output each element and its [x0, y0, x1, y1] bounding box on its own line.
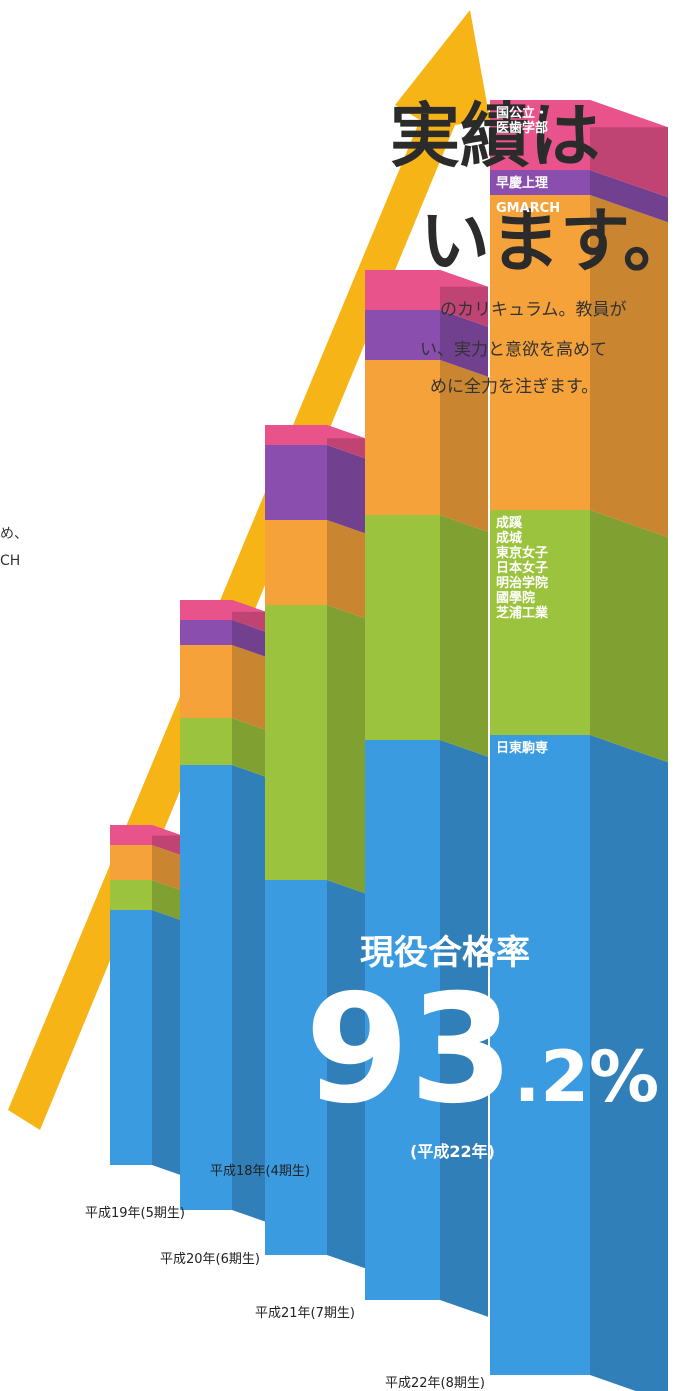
- highlight-label: 現役合格率: [360, 933, 530, 973]
- bar-segment: [265, 605, 327, 880]
- bar-segment: [365, 310, 440, 360]
- bar-segment-side: [440, 360, 488, 532]
- highlight-part: 93: [305, 963, 514, 1137]
- series-label: 国公立・ 医歯学部: [496, 106, 549, 136]
- bar-segment: [265, 880, 327, 1255]
- bar-segment-side: [232, 718, 266, 777]
- bar-segment-side: [152, 845, 182, 891]
- highlight-part: .2%: [513, 1036, 660, 1118]
- bar-segment-side: [232, 765, 266, 1222]
- bar-segment-side: [327, 445, 365, 534]
- bar-segment-side: [590, 170, 668, 223]
- highlight-value: 93.2%: [305, 975, 659, 1152]
- bar-segment: [180, 645, 232, 718]
- x-tick-label: 平成21年(7期生): [255, 1306, 355, 1321]
- bar-segment: [180, 620, 232, 645]
- text-fragment: い、実力と意欲を高めて: [420, 340, 607, 360]
- x-tick-label: 平成18年(4期生): [210, 1164, 310, 1179]
- bar-segment: [110, 880, 152, 910]
- bar-top: [110, 825, 182, 836]
- highlight-note: (平成22年): [410, 1142, 495, 1161]
- series-label: 早慶上理: [496, 176, 549, 191]
- bar-segment: [180, 765, 232, 1210]
- x-tick-label: 平成19年(5期生): [85, 1206, 185, 1221]
- x-tick-label: 平成20年(6期生): [160, 1252, 260, 1267]
- bar-segment-side: [440, 740, 488, 1317]
- series-label: 日東駒専: [496, 741, 549, 756]
- bar-segment-side: [590, 195, 668, 538]
- bar-segment-side: [590, 735, 668, 1391]
- bar-segment: [490, 510, 590, 735]
- bar-segment: [110, 910, 152, 1165]
- bar-segment-side: [440, 310, 488, 377]
- bar-segment-side: [590, 510, 668, 763]
- title-fragment: 実績は: [390, 95, 600, 177]
- bar-segment: [490, 735, 590, 1375]
- bar-segment: [265, 445, 327, 520]
- text-fragment: め、: [0, 526, 28, 542]
- bar-segment: [265, 520, 327, 605]
- bar-top: [490, 100, 668, 128]
- bar-segment-side: [327, 880, 365, 1269]
- bar-segment-side: [327, 605, 365, 894]
- bar-segment-side: [327, 520, 365, 619]
- text-fragment: めに全力を注ぎます。: [430, 377, 599, 397]
- x-tick-label: 平成22年(8期生): [385, 1376, 485, 1391]
- series-label: 成蹊 成城 東京女子 日本女子 明治学院 國學院 芝浦工業: [496, 516, 549, 621]
- bar-segment: [365, 360, 440, 515]
- bar-segment: [180, 718, 232, 765]
- title-fragment: います。: [420, 200, 677, 282]
- bar-segment: [110, 845, 152, 880]
- bar-segment-side: [232, 645, 266, 730]
- text-fragment: CH: [0, 553, 21, 569]
- bar-segment: [490, 170, 590, 195]
- bar-segment-side: [152, 910, 182, 1176]
- bar-top: [265, 425, 365, 439]
- bar-segment: [365, 740, 440, 1300]
- bar-segment-side: [232, 620, 266, 657]
- bar-top: [365, 270, 488, 287]
- text-fragment: のカリキュラム。教員が: [440, 300, 627, 320]
- bar-segment: [490, 195, 590, 510]
- bar-segment-side: [152, 880, 182, 921]
- bar-top: [180, 600, 266, 612]
- bar-segment: [365, 515, 440, 740]
- bar-segment-side: [440, 515, 488, 757]
- series-label: GMARCH: [496, 201, 561, 216]
